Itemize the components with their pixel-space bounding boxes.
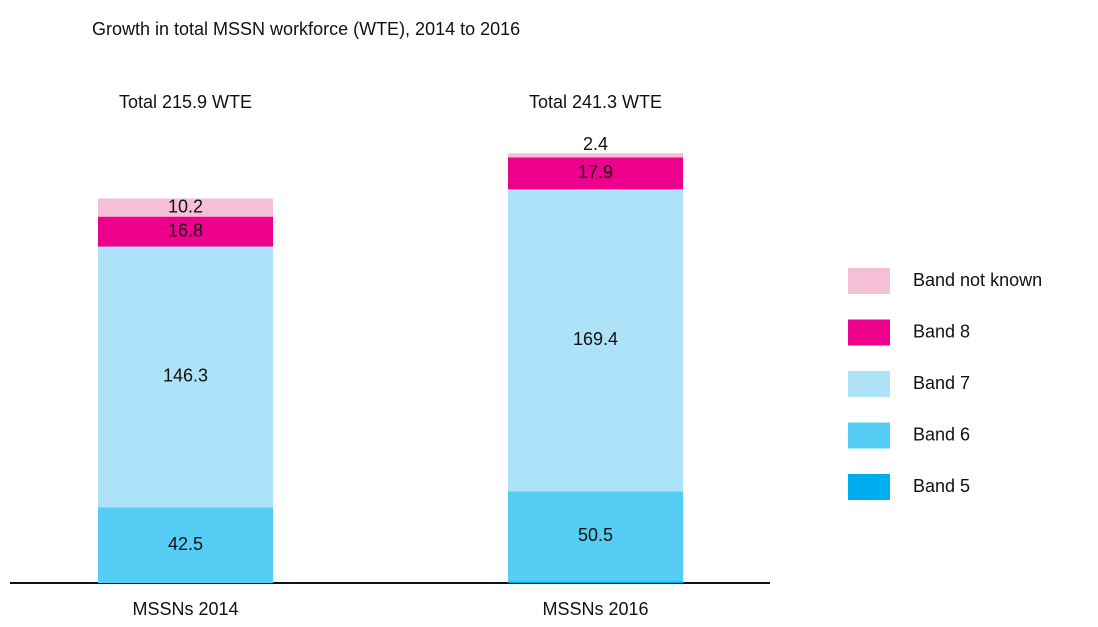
data-label: 10.2 (168, 196, 203, 216)
bar-segment (508, 581, 683, 583)
data-label: 50.5 (578, 525, 613, 545)
bar-segment (508, 189, 683, 492)
legend-label: Band 8 (913, 321, 970, 341)
data-label: 169.4 (573, 329, 618, 349)
data-label: 146.3 (163, 366, 208, 386)
legend-label: Band 5 (913, 476, 970, 496)
data-label: 16.8 (168, 220, 203, 240)
chart-title: Growth in total MSSN workforce (WTE), 20… (92, 19, 520, 39)
total-annotation: Total 215.9 WTE (119, 92, 252, 112)
bar-segment (98, 198, 273, 217)
legend-swatch (848, 319, 890, 346)
legend-swatch (848, 371, 890, 397)
x-tick-label: MSSNs 2016 (542, 599, 648, 619)
legend-swatch (848, 474, 890, 500)
data-label: 2.4 (583, 134, 608, 154)
x-tick-label: MSSNs 2014 (132, 599, 238, 619)
bar-segment (508, 153, 683, 158)
bar-segment (98, 216, 273, 247)
bar-segment (98, 246, 273, 508)
legend-label: Band 7 (913, 373, 970, 393)
bar-segment (508, 157, 683, 190)
legend-swatch (848, 422, 890, 449)
data-label: 17.9 (578, 162, 613, 182)
total-annotation: Total 241.3 WTE (529, 92, 662, 112)
bar-segment (508, 491, 683, 582)
legend-label: Band not known (913, 270, 1042, 290)
legend-swatch (848, 268, 890, 294)
bar-segment (98, 507, 273, 583)
data-label: 42.5 (168, 534, 203, 554)
legend-label: Band 6 (913, 424, 970, 444)
